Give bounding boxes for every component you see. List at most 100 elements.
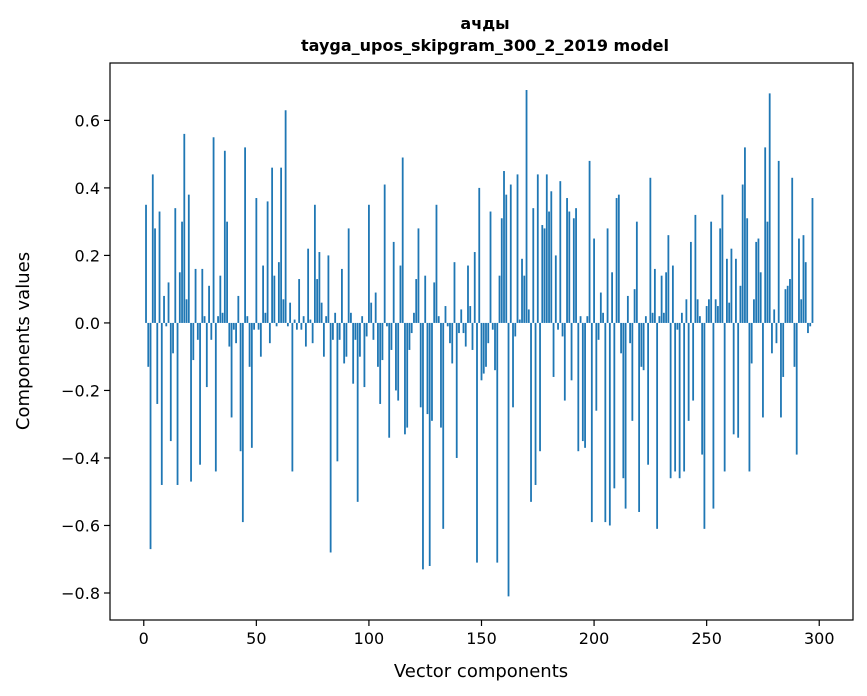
- bar: [239, 322, 242, 452]
- bar: [253, 322, 255, 330]
- bar: [212, 137, 215, 323]
- bar: [753, 299, 755, 323]
- bar: [491, 322, 494, 330]
- bar: [730, 248, 733, 323]
- bar: [174, 208, 177, 323]
- bar: [264, 312, 267, 323]
- bar: [602, 312, 604, 323]
- y-axis: −0.8 −0.6 −0.4 −0.2 0.0 0.2 0.4 0.6: [61, 111, 110, 603]
- bar: [350, 312, 352, 323]
- bar: [199, 322, 201, 465]
- bar: [613, 322, 616, 489]
- bar: [714, 299, 717, 323]
- bar: [201, 268, 204, 323]
- bar: [255, 198, 258, 323]
- bar: [313, 204, 316, 323]
- y-axis-label: Components values: [13, 252, 34, 430]
- bar: [771, 322, 773, 354]
- bar: [248, 322, 251, 367]
- bar: [726, 258, 728, 323]
- bar: [226, 221, 228, 323]
- bar: [435, 204, 438, 323]
- bar: [428, 322, 431, 566]
- bar: [694, 214, 697, 323]
- bar: [762, 322, 764, 418]
- bar: [791, 177, 794, 323]
- bar: [354, 322, 357, 340]
- bar: [300, 322, 303, 330]
- bar: [302, 316, 305, 323]
- bar: [802, 235, 805, 323]
- bar: [638, 322, 641, 512]
- bar: [516, 174, 519, 323]
- bar: [505, 194, 508, 323]
- bar: [217, 316, 219, 323]
- bar: [318, 252, 321, 323]
- bar: [744, 147, 746, 323]
- bar: [286, 322, 289, 327]
- bar: [151, 174, 154, 323]
- bar: [626, 295, 629, 323]
- bar: [163, 295, 165, 323]
- y-tick-label: 0.0: [75, 314, 100, 333]
- bar: [514, 322, 517, 337]
- bar: [721, 194, 724, 323]
- bar: [545, 174, 548, 323]
- bar: [782, 322, 785, 377]
- bar: [277, 262, 280, 323]
- bar: [766, 221, 769, 323]
- bar: [298, 279, 301, 323]
- bar: [768, 93, 771, 323]
- bar: [451, 322, 454, 364]
- bar: [539, 322, 541, 452]
- bar: [523, 275, 526, 323]
- bar: [160, 322, 163, 485]
- x-tick-label: 250: [691, 629, 722, 648]
- x-tick-label: 0: [139, 629, 149, 648]
- bar: [566, 198, 568, 323]
- bar: [757, 238, 760, 323]
- bar: [717, 306, 719, 323]
- bar: [534, 322, 537, 485]
- bar: [172, 322, 174, 354]
- bar: [559, 181, 562, 323]
- bar: [485, 322, 487, 367]
- bar: [660, 275, 663, 323]
- bar: [728, 302, 731, 323]
- bar: [656, 322, 659, 529]
- bar: [809, 322, 812, 327]
- bar: [482, 322, 485, 374]
- x-axis: 0 50 100 150 200 250 300: [139, 620, 835, 648]
- bar: [208, 285, 210, 323]
- bar: [262, 265, 264, 323]
- bar: [554, 255, 557, 323]
- bar: [196, 322, 199, 340]
- bar: [487, 322, 490, 344]
- bar: [289, 302, 292, 323]
- bar: [424, 275, 427, 323]
- y-tick-label: 0.2: [75, 246, 100, 265]
- bar: [237, 295, 240, 323]
- bar: [399, 265, 402, 323]
- bar: [332, 322, 334, 340]
- x-axis-label: Vector components: [394, 661, 568, 682]
- bar: [329, 322, 332, 553]
- bar: [671, 265, 674, 323]
- bar: [473, 252, 476, 323]
- bar: [793, 322, 796, 367]
- bar: [530, 322, 532, 502]
- bar: [415, 279, 418, 323]
- bar: [651, 312, 654, 323]
- bar: [658, 316, 661, 323]
- bar: [579, 316, 582, 323]
- bar: [250, 322, 253, 448]
- bar: [699, 316, 701, 323]
- bar: [476, 322, 478, 563]
- bar: [732, 322, 735, 435]
- bar: [674, 322, 677, 472]
- bar: [327, 255, 330, 323]
- bar: [552, 322, 555, 377]
- bar: [543, 228, 546, 323]
- bar: [624, 322, 627, 509]
- bar: [374, 292, 377, 323]
